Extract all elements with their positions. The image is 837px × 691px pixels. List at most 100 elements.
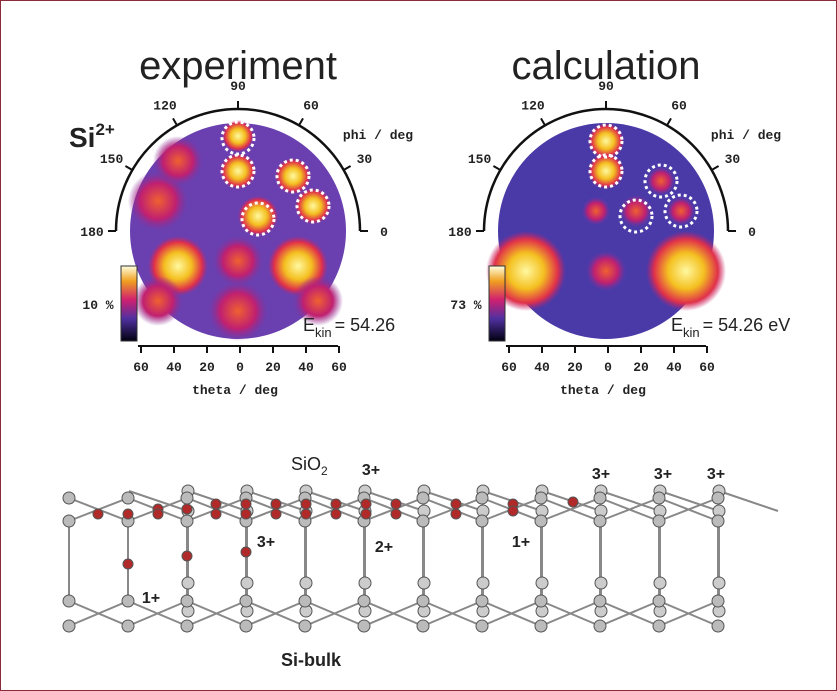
phi-tick-label: 90 (598, 79, 614, 94)
theta-tick-label: 20 (633, 360, 649, 375)
phi-tick (299, 118, 303, 125)
atom (713, 577, 725, 589)
theta-tick-label: 40 (298, 360, 314, 375)
atom (712, 492, 724, 504)
phi-axis-label: phi / deg (711, 128, 781, 143)
phi-tick-label: 90 (230, 79, 246, 94)
charge-state-label: 3+ (257, 534, 275, 551)
phi-tick-label: 0 (748, 225, 756, 240)
phi-tick (712, 166, 719, 170)
charge-state-label: 2+ (375, 539, 393, 556)
atom (361, 509, 371, 519)
atom (594, 620, 606, 632)
atom (331, 509, 341, 519)
atom (241, 547, 251, 557)
energy-value: = 54.26 eV (703, 315, 791, 335)
intensity-spot (220, 153, 256, 189)
phi-tick-label: 120 (153, 99, 177, 114)
charge-state-label: 3+ (592, 466, 610, 483)
atom (535, 492, 547, 504)
phi-tick-label: 150 (468, 152, 492, 167)
atom (211, 499, 221, 509)
intensity-spot (275, 158, 311, 194)
charge-state-label: 3+ (654, 466, 672, 483)
figure-canvas: experiment1801501209060300phi / deg10 %E… (1, 1, 836, 690)
atom (451, 499, 461, 509)
atom (476, 595, 488, 607)
atom (240, 595, 252, 607)
atom (361, 499, 371, 509)
energy-subscript: kin (315, 325, 332, 340)
atom (358, 620, 370, 632)
polar-panel: experiment1801501209060300phi / deg10 %E… (80, 44, 413, 398)
atom (122, 492, 134, 504)
figure: experiment1801501209060300phi / deg10 %E… (0, 0, 837, 691)
atom (535, 620, 547, 632)
theta-tick-label: 60 (501, 360, 517, 375)
ion-charge: 2+ (95, 120, 114, 139)
crystal-lattice (63, 485, 778, 632)
charge-state-label: 1+ (512, 534, 530, 551)
atom (536, 577, 548, 589)
phi-tick-label: 60 (671, 99, 687, 114)
charge-state-label: 3+ (707, 466, 725, 483)
intensity-spot (295, 188, 331, 224)
atom (476, 515, 488, 527)
theta-tick-label: 60 (699, 360, 715, 375)
theta-tick-label: 20 (199, 360, 215, 375)
atom (476, 492, 488, 504)
energy-symbol: E (671, 315, 683, 335)
theta-tick-label: 40 (666, 360, 682, 375)
atom (358, 595, 370, 607)
phi-tick (173, 118, 177, 125)
intensity-spot (133, 276, 183, 326)
atom (122, 620, 134, 632)
atom (122, 595, 134, 607)
atom (301, 499, 311, 509)
atom (417, 595, 429, 607)
atom (271, 499, 281, 509)
oxide-label: SiO2 (291, 454, 328, 478)
theta-tick-label: 20 (567, 360, 583, 375)
atom (712, 620, 724, 632)
atom (712, 515, 724, 527)
atom (181, 492, 193, 504)
atom (63, 492, 75, 504)
phi-tick (667, 118, 671, 125)
theta-tick-label: 60 (331, 360, 347, 375)
energy-subscript: kin (683, 325, 700, 340)
atom (300, 577, 312, 589)
atom (508, 506, 518, 516)
atom (653, 515, 665, 527)
atom (181, 595, 193, 607)
atom (417, 492, 429, 504)
atom (653, 595, 665, 607)
atom (535, 515, 547, 527)
color-scale-label: 10 % (82, 298, 113, 313)
atom (241, 509, 251, 519)
theta-tick-label: 0 (604, 360, 612, 375)
intensity-spot (586, 251, 626, 291)
charge-state-label: 1+ (142, 590, 160, 607)
phi-tick-label: 150 (100, 152, 124, 167)
oxide-subscript: 2 (321, 464, 328, 478)
theta-tick-label: 60 (133, 360, 149, 375)
atom (153, 509, 163, 519)
atom (653, 620, 665, 632)
intensity-spot (582, 197, 610, 225)
atom (123, 509, 133, 519)
intensity-spot (213, 236, 263, 286)
atom (240, 620, 252, 632)
atom (299, 595, 311, 607)
bulk-label: Si-bulk (281, 650, 342, 670)
phi-tick-label: 180 (80, 225, 104, 240)
atom (594, 595, 606, 607)
phi-tick-label: 180 (448, 225, 472, 240)
intensity-spot (647, 167, 675, 195)
theta-tick-label: 40 (534, 360, 550, 375)
intensity-spot (646, 231, 726, 311)
atom (451, 509, 461, 519)
phi-tick (125, 166, 132, 170)
atom (417, 515, 429, 527)
